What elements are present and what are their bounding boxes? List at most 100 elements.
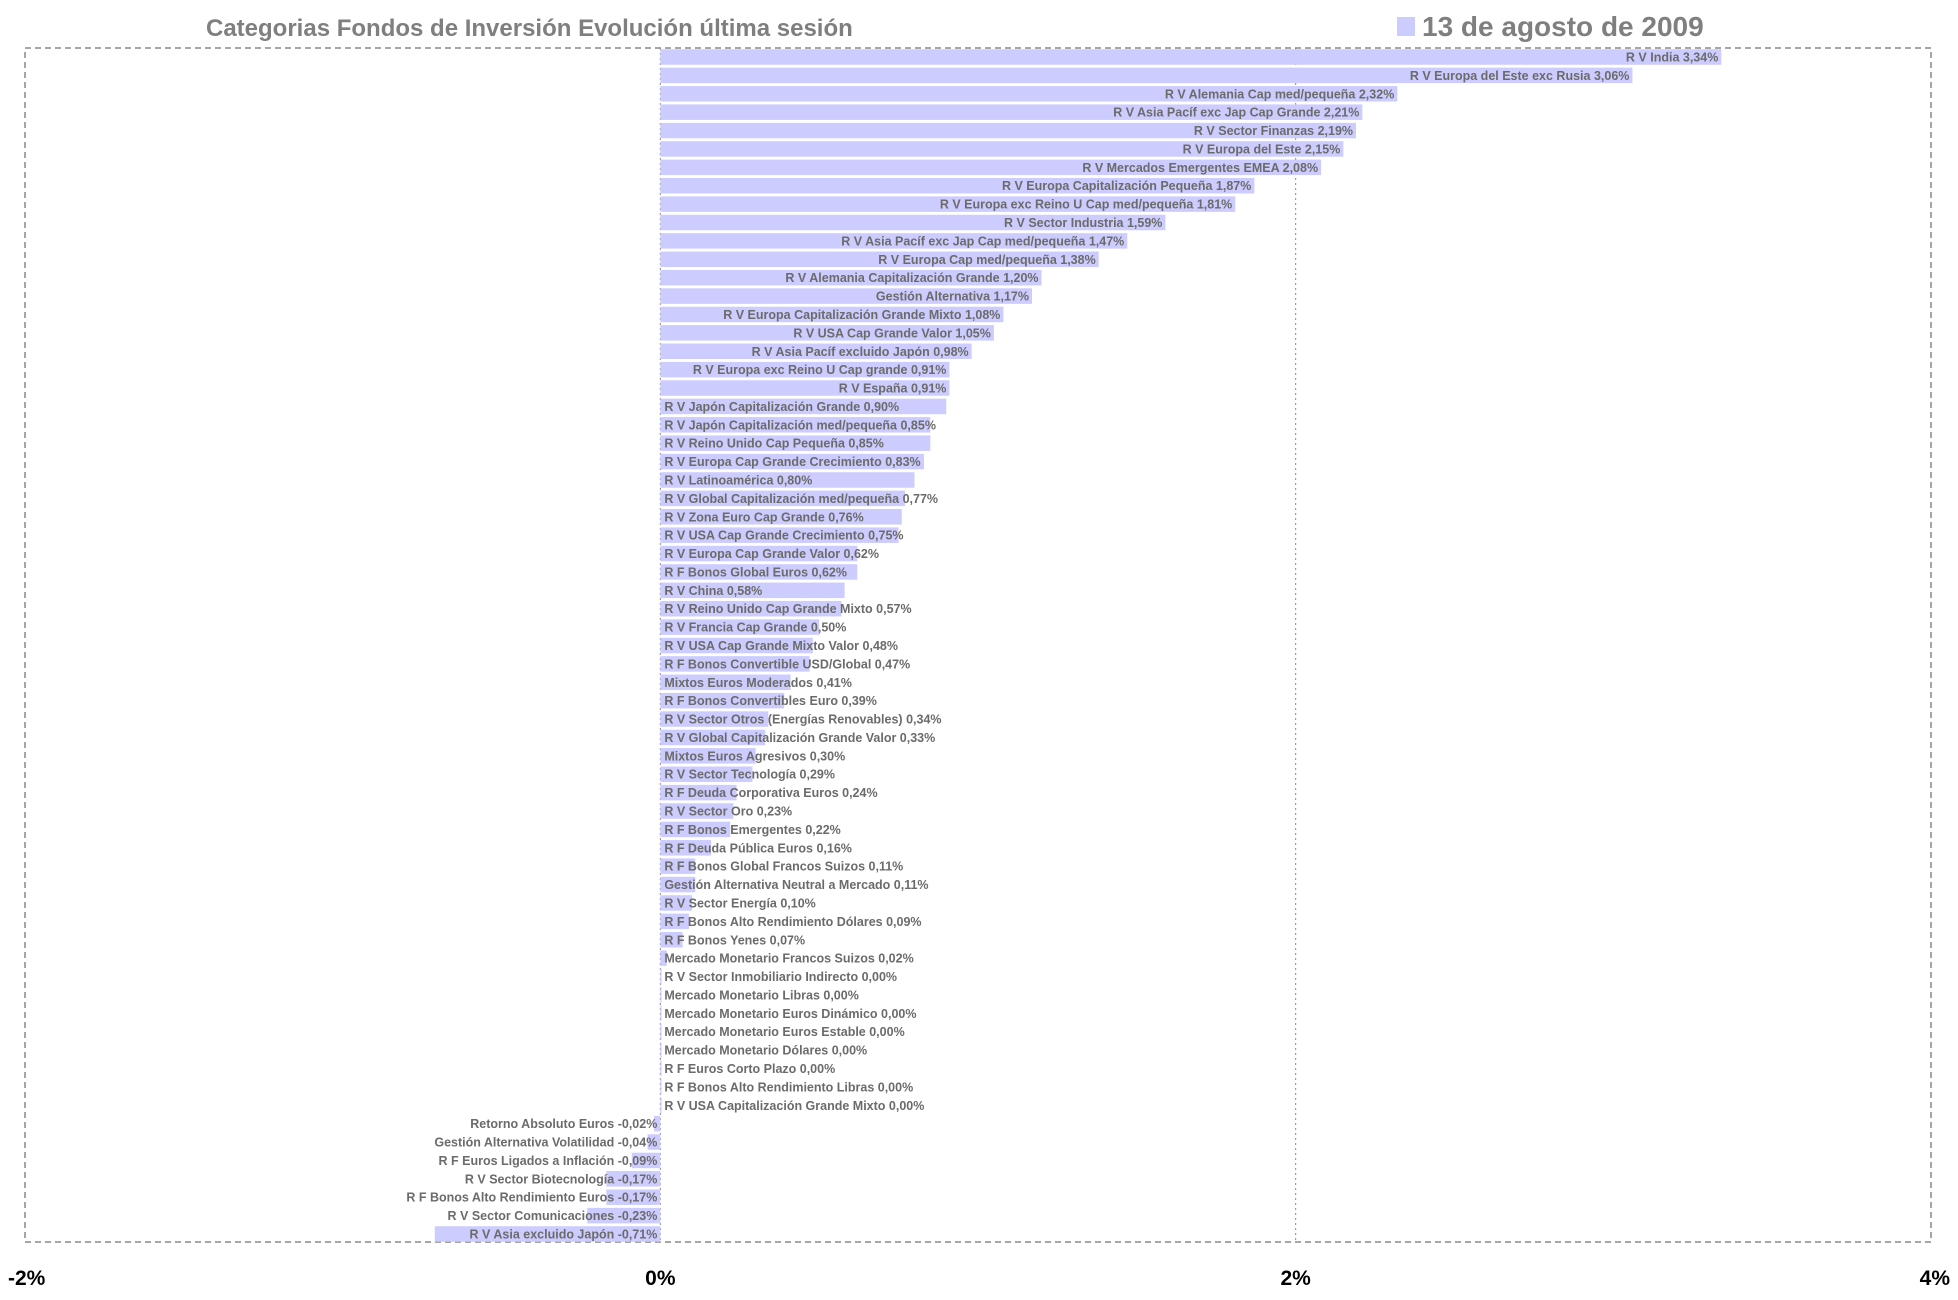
bar (660, 876, 696, 893)
bar (660, 122, 1357, 139)
bar-label: R V Mercados Emergentes EMEA 2,08% (1082, 161, 1318, 175)
bar-label: R V Asia excluido Japón -0,71% (470, 1228, 658, 1242)
bar-label: R V USA Cap Grande Valor 1,05% (793, 326, 991, 340)
bar (660, 564, 858, 580)
bar-label: R V Europa Capitalización Grande Mixto 1… (723, 308, 1000, 322)
bar-label: Gestión Alternativa 1,17% (876, 290, 1029, 304)
bar-label: R V China 0,58% (664, 584, 762, 598)
bar (660, 711, 769, 727)
bar-label: Mercado Monetario Euros Estable 0,00% (664, 1025, 904, 1039)
bar (660, 306, 1004, 323)
x-tick-label: 4% (1920, 1267, 1951, 1290)
bar-label: Retorno Absoluto Euros -0,02% (470, 1117, 657, 1131)
bar-label: R V Global Capitalización med/pequeña 0,… (664, 492, 938, 506)
bar-label: R F Bonos Alto Rendimiento Euros -0,17% (406, 1191, 657, 1205)
bar-label: R V USA Capitalización Grande Mixto 0,00… (664, 1099, 924, 1113)
legend-swatch (1397, 17, 1415, 36)
bar-label: R V Reino Unido Cap Grande Mixto 0,57% (664, 602, 911, 616)
bar-label: R V Europa del Este exc Rusia 3,06% (1410, 69, 1630, 83)
bar (660, 269, 1042, 286)
bar-label: R F Euros Corto Plazo 0,00% (664, 1062, 835, 1076)
bar (631, 1152, 661, 1169)
bar (660, 895, 693, 911)
bar (587, 1207, 661, 1224)
legend-label: 13 de agosto de 2009 (1422, 11, 1704, 42)
bar-labels: R V India 3,34% R V Europa del Este exc R… (406, 51, 1718, 1242)
bar-label: R F Bonos Alto Rendimiento Dólares 0,09% (664, 915, 921, 929)
bar (660, 987, 662, 1003)
bar-label: Mercado Monetario Euros Dinámico 0,00% (664, 1007, 916, 1021)
bar (660, 968, 662, 985)
bar (660, 343, 972, 359)
bar (660, 196, 1236, 212)
bar (660, 1079, 662, 1095)
bar (660, 490, 905, 507)
bar-label: R V Reino Unido Cap Pequeña 0,85% (664, 437, 884, 451)
bar-label: R V India 3,34% (1626, 51, 1718, 65)
bar-label: R V Sector Oro 0,23% (664, 805, 792, 819)
bar (660, 950, 667, 966)
bar (660, 527, 899, 543)
bar-label: Gestión Alternativa Volatilidad -0,04% (434, 1136, 657, 1150)
bar (660, 1060, 662, 1077)
bar (660, 619, 820, 635)
bar (647, 1134, 661, 1150)
bar (660, 325, 994, 341)
bar-label: R F Deuda Corporativa Euros 0,24% (664, 786, 877, 800)
bar (660, 1097, 662, 1114)
bar (660, 233, 1128, 249)
bar (660, 398, 947, 415)
bar (660, 656, 810, 672)
bar (660, 803, 734, 819)
bar-label: Gestión Alternativa Neutral a Mercado 0,… (664, 878, 928, 892)
bar (660, 692, 785, 709)
bar (660, 104, 1363, 120)
x-tick-label: 0% (645, 1267, 676, 1290)
bar-label: R V Sector Biotecnología -0,17% (465, 1172, 657, 1186)
bar-label: R F Bonos Global Euros 0,62% (664, 565, 847, 579)
bar (660, 858, 696, 874)
bar (660, 361, 950, 378)
bar (660, 600, 842, 617)
bars (434, 49, 1722, 1242)
bar (434, 1226, 661, 1242)
bar-label: R V Europa exc Reino U Cap med/pequeña 1… (940, 198, 1232, 212)
bar-label: R V Japón Capitalización med/pequeña 0,8… (664, 418, 936, 432)
bar-label: R V Alemania Cap med/pequeña 2,32% (1165, 87, 1394, 101)
bar (660, 582, 845, 599)
bar (660, 1023, 662, 1040)
bar (660, 435, 931, 451)
bar-label: R V Zona Euro Cap Grande 0,76% (664, 510, 863, 524)
bar-label: R F Deuda Pública Euros 0,16% (664, 841, 852, 855)
bar (660, 177, 1255, 194)
bar-label: R F Bonos Global Francos Suizos 0,11% (664, 860, 903, 874)
bar (660, 637, 813, 654)
bar (660, 1005, 662, 1022)
bar-label: R V Sector Otros (Energías Renovables) 0… (664, 713, 941, 727)
bar-label: R V Europa exc Reino U Cap grande 0,91% (693, 363, 947, 377)
bar-label: R V USA Cap Grande Crecimiento 0,75% (664, 529, 903, 543)
bar (660, 766, 753, 782)
bar-label: R V Latinoamérica 0,80% (664, 473, 812, 487)
bar-label: R V Sector Comunicaciones -0,23% (448, 1209, 658, 1223)
bar (660, 913, 689, 930)
bar-label: R F Bonos Convertibles Euro 0,39% (664, 694, 877, 708)
bar-label: R V Europa Cap Grande Crecimiento 0,83% (664, 455, 920, 469)
x-tick-label: -2% (8, 1267, 46, 1290)
bar (606, 1171, 661, 1187)
bar-label: R V Asia Pacíf excluido Japón 0,98% (752, 345, 969, 359)
bar (660, 141, 1344, 157)
bar-label: Mercado Monetario Libras 0,00% (664, 988, 859, 1002)
bar-label: R V Sector Tecnología 0,29% (664, 768, 835, 782)
bar-label: R F Euros Ligados a Inflación -0,09% (439, 1154, 658, 1168)
bar (660, 380, 950, 396)
bar (660, 729, 766, 746)
bar-label: R V Europa del Este 2,15% (1183, 142, 1341, 156)
bar-label: Mercado Monetario Francos Suizos 0,02% (664, 952, 913, 966)
bar (660, 288, 1033, 304)
bar-label: R V Asia Pacíf exc Jap Cap med/pequeña 1… (841, 234, 1124, 248)
bar-label: Mixtos Euros Agresivos 0,30% (664, 749, 845, 763)
bar (660, 472, 915, 488)
bar (660, 1042, 662, 1058)
